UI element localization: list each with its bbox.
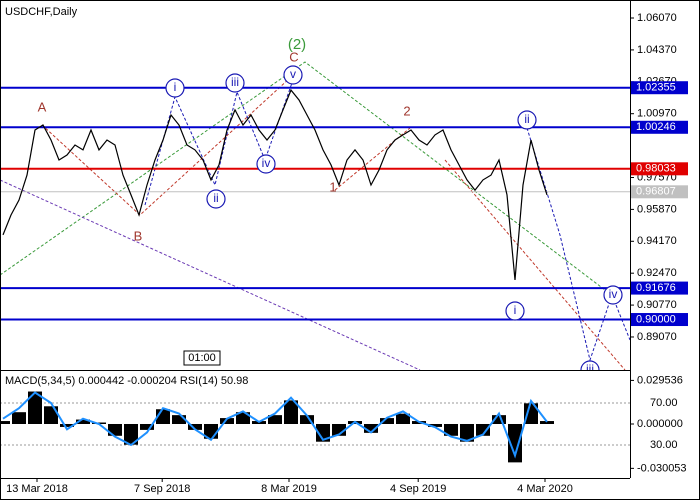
wave-label: iii (586, 362, 594, 376)
macd-bar (460, 423, 474, 442)
level-box (631, 313, 688, 327)
macd-bar (236, 412, 250, 424)
macd-bar (492, 415, 506, 424)
wave-label: 2 (403, 103, 410, 118)
price-line (2, 88, 548, 280)
wave-label: C (289, 49, 298, 64)
macd-bar (28, 391, 42, 424)
wave-label: iv (609, 287, 618, 301)
x-tick-label: 7 Sep 2018 (134, 483, 190, 495)
y-tick-label: 0.95870 (637, 203, 677, 215)
wave-label: 1 (329, 179, 336, 194)
wave-circle (256, 154, 276, 174)
time-label: 01:00 (188, 352, 216, 364)
macd-bar (12, 412, 26, 424)
x-tick-label: 4 Sep 2019 (390, 483, 446, 495)
macd-bar (108, 423, 122, 436)
y2-tick-label: 30.00 (650, 439, 678, 451)
level-label: 0.90000 (636, 313, 676, 325)
y-tick-label: -0.030053 (637, 462, 687, 474)
macd-bar (44, 406, 58, 424)
macd-bar (428, 423, 442, 427)
level-box (631, 120, 688, 134)
x-tick-label: 8 Mar 2019 (261, 483, 317, 495)
indicator-title: MACD(5,34,5) 0.000442 -0.000204 RSI(14) … (5, 375, 248, 387)
level-box (631, 281, 688, 295)
wave-circle (517, 110, 537, 130)
macd-bar (300, 415, 314, 424)
wave-circle (505, 301, 525, 321)
level-label: 0.96807 (636, 186, 676, 198)
y2-tick-label: 70.00 (650, 397, 678, 409)
macd-bar (364, 423, 378, 433)
macd-bar (444, 423, 458, 436)
macd-bar (220, 418, 234, 424)
level-label: 1.00246 (636, 121, 676, 133)
wave-label: ii (524, 112, 529, 126)
macd-bar (540, 421, 554, 424)
y-tick-label: 1.00970 (637, 108, 677, 120)
y-tick-label: 1.06070 (637, 12, 677, 24)
wave-label: (2) (288, 36, 306, 53)
macd-bar (140, 423, 154, 430)
y-tick-label: 0.029536 (637, 374, 683, 386)
wave-label: B (134, 228, 143, 243)
macd-bar (396, 413, 410, 424)
indicator-pane (0, 379, 634, 469)
wave-circle (225, 73, 245, 93)
level-box (631, 81, 688, 95)
wave-lines (0, 61, 631, 371)
macd-bar (524, 403, 538, 424)
macd-bar (476, 423, 490, 436)
macd-bar (76, 419, 90, 424)
y-tick-label: 0.000000 (637, 418, 683, 430)
wave-label: i (514, 303, 517, 317)
macd-bar (172, 415, 186, 424)
y-tick-label: 0.92470 (637, 267, 677, 279)
green-wave (0, 61, 606, 291)
macd-bar (0, 421, 10, 424)
blue-wave (144, 79, 294, 206)
macd-bar (268, 415, 282, 424)
y-tick-label: 0.94170 (637, 235, 677, 247)
level-box (631, 162, 688, 176)
red-wave (444, 159, 626, 371)
x-tick-label: 4 Mar 2020 (517, 483, 573, 495)
wave-circle (283, 65, 303, 85)
price-pane: 1.060701.043701.026701.009700.975700.958… (2, 12, 688, 343)
wave-label: ii (213, 191, 218, 205)
wave-circle (603, 285, 623, 305)
blue-wave (526, 127, 631, 362)
macd-bar (332, 423, 346, 436)
level-label: 1.02355 (636, 82, 676, 94)
rsi-line (2, 391, 548, 459)
wave-label: iii (231, 75, 239, 89)
macd-bar (380, 418, 394, 424)
wave-label: i (174, 80, 177, 94)
symbol-title: USDCHF,Daily (5, 6, 78, 18)
macd-bar (284, 400, 298, 424)
macd-bar (188, 423, 202, 430)
y-tick-label: 0.89070 (637, 331, 677, 343)
macd-bar (124, 423, 138, 445)
purple-wave (0, 179, 421, 371)
level-box (631, 185, 688, 199)
wave-label: iv (262, 156, 271, 170)
time-box (183, 350, 221, 366)
macd-bar (60, 423, 74, 427)
y-tick-label: 0.90770 (637, 299, 677, 311)
wave-label: v (290, 67, 296, 81)
macd-bar (508, 423, 522, 463)
level-label: 0.91676 (636, 282, 676, 294)
x-tick-label: 13 Mar 2018 (6, 483, 68, 495)
wave-label: A (38, 99, 47, 114)
macd-bar (316, 423, 330, 442)
level-label: 0.98033 (636, 163, 676, 175)
y-tick-label: 1.04370 (637, 44, 677, 56)
wave-circle (206, 189, 226, 209)
wave-circle (165, 78, 185, 98)
